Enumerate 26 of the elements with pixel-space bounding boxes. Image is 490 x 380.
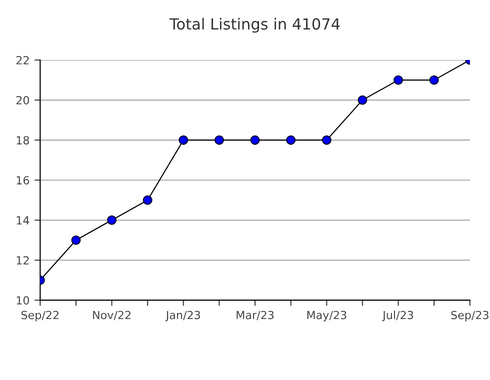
y-tick-label: 20 bbox=[16, 96, 30, 104]
x-tick-label: Mar/23 bbox=[236, 310, 274, 320]
point bbox=[358, 95, 368, 105]
y-tick-label: 22 bbox=[16, 56, 29, 64]
point bbox=[286, 135, 296, 145]
x-tick-label: Jul/23 bbox=[382, 310, 414, 322]
point bbox=[429, 75, 439, 85]
x-tick-label: Nov/22 bbox=[93, 310, 130, 320]
x-tick-label: Jan/23 bbox=[165, 310, 200, 322]
y-tick-label: 12 bbox=[16, 256, 29, 264]
point bbox=[250, 135, 260, 145]
point bbox=[71, 235, 81, 245]
y-tick-label: 16 bbox=[16, 176, 30, 184]
y-tick-label: 18 bbox=[16, 136, 30, 144]
x-tick-label: Sep/23 bbox=[451, 310, 488, 322]
y-tick-label: 14 bbox=[16, 216, 30, 224]
point bbox=[107, 215, 117, 225]
point bbox=[394, 75, 404, 85]
point bbox=[214, 135, 224, 145]
point bbox=[142, 195, 152, 205]
x-tick-label: May/23 bbox=[307, 310, 346, 322]
x-tick-label: Sep/22 bbox=[22, 310, 58, 322]
point bbox=[178, 135, 188, 145]
chart-title: Total Listings in 41074 bbox=[169, 18, 340, 33]
point bbox=[322, 135, 332, 145]
y-tick-label: 10 bbox=[16, 296, 30, 305]
